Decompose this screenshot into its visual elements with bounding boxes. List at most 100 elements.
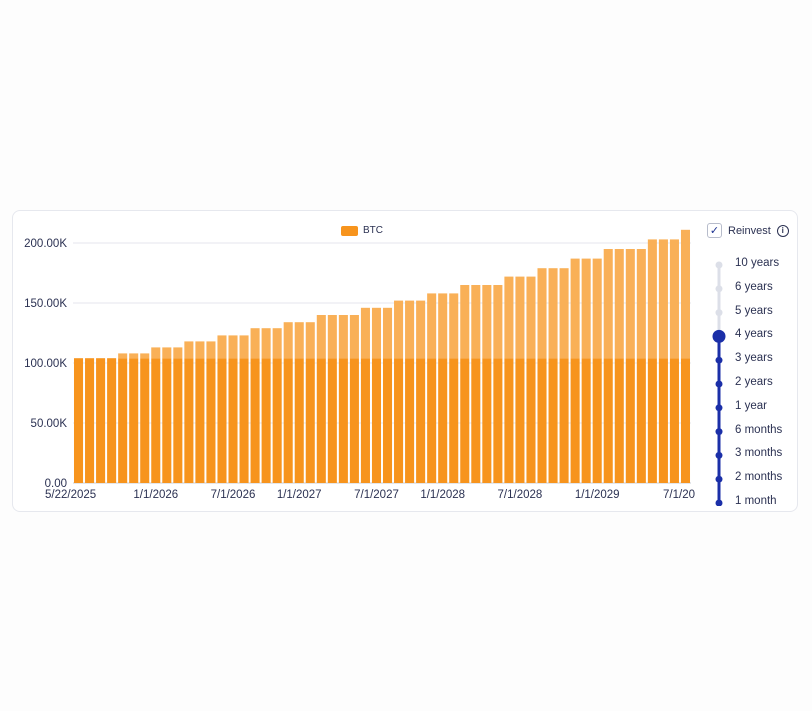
- bar-base[interactable]: [449, 358, 459, 483]
- bar-base[interactable]: [316, 358, 326, 483]
- bar-base[interactable]: [382, 358, 393, 483]
- bar-growth[interactable]: [515, 276, 525, 359]
- bar-base[interactable]: [471, 358, 481, 483]
- bar-base[interactable]: [504, 358, 514, 483]
- bar-base[interactable]: [162, 358, 172, 483]
- bar-base[interactable]: [129, 358, 139, 483]
- bar-growth[interactable]: [184, 341, 194, 359]
- bar-base[interactable]: [118, 358, 128, 483]
- bar-base[interactable]: [195, 358, 205, 483]
- bar-growth[interactable]: [460, 285, 470, 359]
- bar-base[interactable]: [460, 358, 470, 483]
- bar-base[interactable]: [140, 358, 150, 483]
- bar-growth[interactable]: [195, 341, 205, 359]
- bar-growth[interactable]: [228, 335, 238, 359]
- period-option[interactable]: 4 years: [735, 328, 773, 341]
- bar-growth[interactable]: [658, 239, 668, 359]
- bar-growth[interactable]: [316, 315, 326, 359]
- bar-growth[interactable]: [427, 293, 437, 359]
- period-option[interactable]: 1 year: [735, 399, 767, 412]
- period-option[interactable]: 10 years: [735, 257, 780, 269]
- bar-growth[interactable]: [559, 268, 569, 359]
- bar-growth[interactable]: [548, 268, 558, 359]
- bar-growth[interactable]: [504, 276, 514, 359]
- bar-growth[interactable]: [129, 353, 139, 359]
- bar-growth[interactable]: [449, 293, 459, 359]
- bar-base[interactable]: [184, 358, 194, 483]
- bar-growth[interactable]: [625, 249, 635, 359]
- slider-stop[interactable]: [715, 261, 723, 269]
- bar-growth[interactable]: [405, 300, 415, 359]
- info-icon[interactable]: i: [776, 224, 789, 237]
- period-slider-track[interactable]: [707, 221, 737, 506]
- bar-growth[interactable]: [394, 300, 404, 359]
- bar-growth[interactable]: [151, 347, 161, 359]
- slider-handle[interactable]: [712, 329, 726, 343]
- bar-growth[interactable]: [482, 285, 492, 359]
- reinvest-checkbox[interactable]: ✓: [707, 223, 722, 238]
- bar-growth[interactable]: [294, 322, 304, 359]
- chart-legend[interactable]: BTC: [341, 225, 383, 236]
- period-option[interactable]: 5 years: [735, 304, 773, 317]
- bar-base[interactable]: [272, 358, 282, 483]
- bar-growth[interactable]: [327, 315, 337, 359]
- bar-growth[interactable]: [603, 249, 613, 359]
- bar-base[interactable]: [261, 358, 271, 483]
- bar-base[interactable]: [548, 358, 558, 483]
- bar-growth[interactable]: [570, 258, 580, 359]
- bar-growth[interactable]: [471, 285, 481, 359]
- bar-base[interactable]: [625, 358, 635, 483]
- slider-stop[interactable]: [715, 380, 723, 388]
- bar-growth[interactable]: [493, 285, 503, 359]
- bar-base[interactable]: [228, 358, 238, 483]
- bar-base[interactable]: [349, 358, 359, 483]
- bar-growth[interactable]: [360, 307, 370, 359]
- period-option[interactable]: 6 months: [735, 423, 783, 436]
- bar-base[interactable]: [416, 358, 426, 483]
- bar-growth[interactable]: [338, 315, 348, 359]
- bar-base[interactable]: [96, 358, 106, 483]
- bar-base[interactable]: [305, 358, 315, 483]
- bar-growth[interactable]: [206, 341, 216, 359]
- bar-base[interactable]: [570, 358, 580, 483]
- bar-growth[interactable]: [261, 328, 271, 359]
- bar-base[interactable]: [73, 358, 84, 483]
- bar-base[interactable]: [239, 358, 249, 483]
- bar-growth[interactable]: [438, 293, 448, 359]
- bar-base[interactable]: [338, 358, 348, 483]
- bar-base[interactable]: [427, 358, 437, 483]
- bar-base[interactable]: [581, 358, 591, 483]
- slider-stop[interactable]: [715, 285, 723, 293]
- slider-stop[interactable]: [715, 499, 723, 507]
- bar-base[interactable]: [526, 358, 536, 483]
- bar-growth[interactable]: [173, 347, 183, 359]
- bar-growth[interactable]: [526, 276, 536, 359]
- bar-base[interactable]: [592, 358, 602, 483]
- bar-base[interactable]: [614, 358, 624, 483]
- period-option[interactable]: 3 years: [735, 352, 773, 365]
- bar-growth[interactable]: [250, 328, 260, 359]
- period-option[interactable]: 1 month: [735, 495, 777, 507]
- bar-base[interactable]: [206, 358, 216, 483]
- slider-stop[interactable]: [715, 451, 723, 459]
- bar-growth[interactable]: [592, 258, 602, 359]
- bar-growth[interactable]: [239, 335, 249, 359]
- bar-growth[interactable]: [581, 258, 591, 359]
- bar-growth[interactable]: [217, 335, 227, 359]
- bar-base[interactable]: [482, 358, 492, 483]
- bar-growth[interactable]: [614, 249, 624, 359]
- bar-base[interactable]: [217, 358, 227, 483]
- bar-growth[interactable]: [636, 249, 646, 359]
- bar-base[interactable]: [559, 358, 569, 483]
- slider-stop[interactable]: [715, 309, 723, 317]
- bar-base[interactable]: [658, 358, 668, 483]
- bar-growth[interactable]: [349, 315, 359, 359]
- bar-base[interactable]: [647, 358, 657, 483]
- bar-growth[interactable]: [537, 268, 547, 359]
- bar-base[interactable]: [515, 358, 525, 483]
- bar-base[interactable]: [107, 358, 117, 483]
- bar-base[interactable]: [669, 358, 679, 483]
- period-option[interactable]: 6 years: [735, 280, 773, 293]
- bar-base[interactable]: [680, 358, 691, 483]
- period-option[interactable]: 3 months: [735, 447, 783, 460]
